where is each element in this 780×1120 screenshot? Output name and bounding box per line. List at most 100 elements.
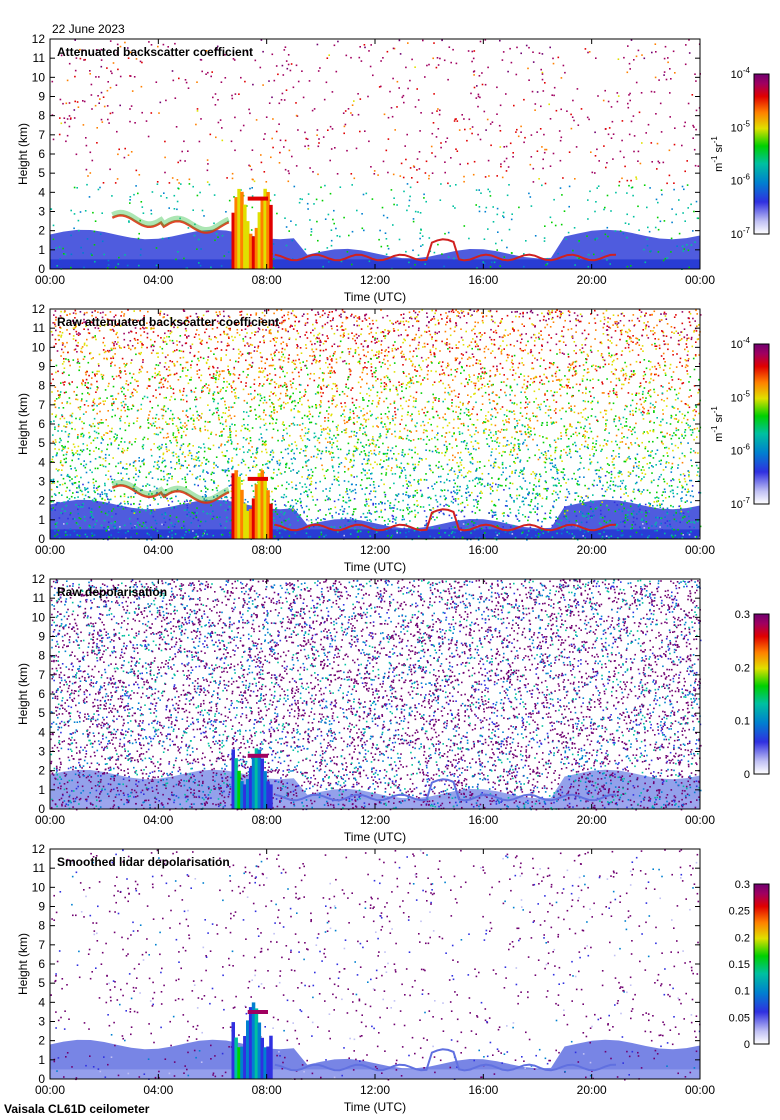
y-tick-label: 12: [32, 842, 46, 856]
y-tick-label: 8: [38, 379, 45, 393]
fog-column-strip: [234, 197, 238, 269]
plot-area: [50, 39, 700, 269]
cloud-layer: [111, 484, 230, 504]
fog-column-strip: [231, 473, 235, 539]
x-tick-label: 00:00: [685, 813, 715, 827]
fog-column-strip: [248, 509, 253, 539]
colorbar-unit: m-1 sr-1: [710, 136, 725, 172]
y-tick-label: 5: [38, 706, 45, 720]
colorbar-tick-label: 10-5: [731, 389, 751, 404]
fog-column-strip: [248, 1007, 253, 1079]
y-tick-label: 5: [38, 976, 45, 990]
colorbar-tick-label: 10-4: [731, 66, 751, 81]
fog-top-edge: [247, 753, 268, 758]
fog-column-strip: [260, 758, 264, 809]
colorbar-tick-label: 0.3: [735, 879, 750, 891]
fog-column-strip: [237, 188, 241, 269]
fog-column-strip: [251, 755, 256, 809]
y-tick-label: 8: [38, 919, 45, 933]
y-tick-label: 0: [38, 262, 45, 276]
y-tick-label: 12: [32, 572, 46, 586]
x-tick-label: 08:00: [252, 813, 282, 827]
y-tick-label: 2: [38, 1034, 45, 1048]
x-tick-label: 08:00: [252, 273, 282, 287]
y-tick-label: 10: [32, 340, 46, 354]
y-tick-label: 9: [38, 900, 45, 914]
colorbar-tick-label: 0.2: [735, 932, 750, 944]
y-tick-label: 10: [32, 70, 46, 84]
x-tick-label: 20:00: [577, 273, 607, 287]
fog-column-strip: [231, 1022, 235, 1079]
colorbar-tick-label: 10-7: [731, 226, 751, 241]
x-tick-label: 04:00: [143, 543, 173, 557]
fog-column-strip: [260, 470, 264, 539]
x-axis-label: Time (UTC): [344, 1100, 406, 1114]
y-tick-label: 6: [38, 687, 45, 701]
colorbar-tick-label: 10-5: [731, 119, 751, 134]
x-tick-label: 12:00: [360, 1083, 390, 1097]
fog-column-strip: [257, 473, 262, 539]
y-tick-label: 9: [38, 90, 45, 104]
fog-column-strip: [240, 489, 244, 539]
fog-column-strip: [254, 484, 259, 539]
y-tick-label: 6: [38, 417, 45, 431]
boundary-layer: [50, 1039, 700, 1079]
fog-column-strip: [260, 196, 264, 269]
y-tick-label: 0: [38, 802, 45, 816]
y-tick-label: 1: [38, 783, 45, 797]
low-cloud-trace: [274, 778, 617, 802]
x-tick-label: 00:00: [685, 273, 715, 287]
low-cloud-trace: [274, 508, 617, 532]
x-axis-label: Time (UTC): [344, 830, 406, 844]
fog-column-strip: [234, 758, 238, 809]
fog-column-strip: [263, 188, 267, 269]
panel-title: Smoothed lidar depolarisation: [57, 855, 230, 869]
colorbar-tick-label: 0: [744, 769, 750, 781]
y-tick-label: 9: [38, 360, 45, 374]
boundary-layer: [50, 229, 700, 269]
x-axis-label: Time (UTC): [344, 290, 406, 304]
fog-column-strip: [251, 498, 256, 539]
fog-column-strip: [237, 770, 241, 809]
colorbar: [753, 613, 770, 775]
fog-column-strip: [234, 1037, 238, 1079]
fog-column-strip: [240, 191, 244, 269]
colorbar-tick-label: 10-7: [731, 496, 751, 511]
y-tick-label: 11: [33, 51, 46, 65]
x-tick-label: 00:00: [35, 273, 65, 287]
fog-column-strip: [243, 503, 247, 539]
colorbar-tick-label: 0.1: [735, 986, 750, 998]
panel-title: Raw attenuated backscatter coefficient: [57, 315, 279, 329]
x-tick-label: 12:00: [360, 273, 390, 287]
y-tick-label: 11: [33, 861, 46, 875]
colorbar-tick-label: 0.15: [729, 959, 750, 971]
y-axis-label: Height (km): [16, 393, 30, 455]
y-tick-label: 3: [38, 475, 45, 489]
colorbar: [753, 343, 770, 505]
fog-column-strip: [237, 1047, 241, 1079]
fog-column-strip: [263, 1047, 267, 1079]
fog-column-strip: [240, 1046, 244, 1079]
x-tick-label: 12:00: [360, 543, 390, 557]
fog-column-strip: [254, 227, 259, 269]
fog-column-strip: [246, 221, 250, 269]
colorbar-tick-label: 0.3: [735, 609, 750, 621]
y-tick-label: 2: [38, 224, 45, 238]
y-tick-label: 4: [38, 455, 45, 469]
fog-column-strip: [251, 1002, 256, 1079]
y-tick-label: 7: [38, 398, 45, 412]
panel-title: Attenuated backscatter coefficient: [57, 45, 253, 59]
fog-column-strip: [243, 784, 247, 809]
fog-column-strip: [257, 749, 262, 809]
x-tick-label: 04:00: [143, 813, 173, 827]
x-tick-label: 00:00: [35, 1083, 65, 1097]
fog-column-strip: [269, 503, 273, 539]
colorbar-tick-label: 10-6: [731, 443, 751, 458]
fog-column-strip: [231, 749, 235, 809]
y-tick-label: 11: [33, 321, 46, 335]
fog-column-strip: [257, 1022, 262, 1079]
